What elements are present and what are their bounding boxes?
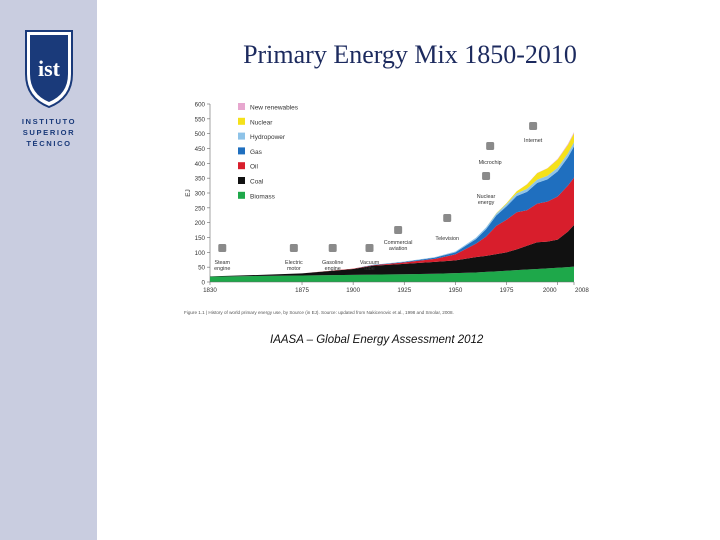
area-gas bbox=[210, 146, 574, 277]
y-tick-label: 500 bbox=[195, 131, 206, 138]
y-tick-label: 550 bbox=[195, 116, 206, 123]
www-icon bbox=[529, 122, 538, 130]
y-tick-label: 200 bbox=[195, 220, 206, 227]
legend-label: Gas bbox=[250, 149, 263, 156]
annotation-label: Electric bbox=[285, 260, 303, 266]
legend-swatch bbox=[238, 132, 245, 140]
y-tick-label: 50 bbox=[198, 265, 205, 272]
legend-label: Biomass bbox=[250, 193, 276, 200]
legend-swatch bbox=[238, 191, 245, 199]
legend-swatch bbox=[238, 162, 245, 170]
sidebar: ist INSTITUTO SUPERIOR TÉCNICO bbox=[0, 0, 97, 540]
electric-motor-icon bbox=[289, 244, 298, 252]
x-tick-label: 1950 bbox=[449, 287, 463, 294]
car-icon bbox=[328, 244, 337, 252]
annotation-label: tube bbox=[364, 266, 375, 272]
nuclear-plant-icon bbox=[482, 172, 491, 180]
annotation-label: engine bbox=[214, 266, 230, 272]
y-tick-label: 400 bbox=[195, 161, 206, 168]
microchip-icon bbox=[486, 142, 495, 150]
institution-logo: ist bbox=[25, 30, 73, 108]
x-tick-label: 1875 bbox=[295, 287, 309, 294]
legend-swatch bbox=[238, 117, 245, 125]
x-tick-label: 2000 bbox=[543, 287, 557, 294]
legend-swatch bbox=[238, 103, 245, 110]
energy-mix-chart: 0 50 100 150 200 250 300 350 400 450 500 550 600 EJ 18… bbox=[182, 96, 592, 318]
slide-title: Primary Energy Mix 1850-2010 bbox=[243, 40, 577, 69]
area-hydropower bbox=[210, 142, 574, 277]
y-tick-label: 350 bbox=[195, 176, 206, 183]
annotation-label: Commercial bbox=[384, 240, 413, 246]
legend-label: Oil bbox=[250, 164, 259, 171]
annotation-label: Television bbox=[435, 236, 459, 242]
y-tick-label: 600 bbox=[195, 102, 206, 109]
television-icon bbox=[443, 214, 452, 222]
y-tick-label: 150 bbox=[195, 235, 206, 242]
annotation-label: energy bbox=[478, 200, 495, 206]
institution-name-line-3: TÉCNICO bbox=[26, 139, 72, 148]
x-tick-label: 1975 bbox=[500, 287, 514, 294]
steam-engine-icon bbox=[218, 244, 227, 252]
vacuum-tube-icon bbox=[365, 244, 374, 252]
source-caption: IAASA – Global Energy Assessment 2012 bbox=[270, 334, 484, 346]
annotation-label: Vacuum bbox=[360, 260, 380, 266]
legend-label: Hydropower bbox=[250, 134, 286, 141]
annotation-label: engine bbox=[325, 266, 341, 272]
annotation-label: motor bbox=[287, 266, 301, 272]
airplane-icon bbox=[394, 226, 403, 234]
x-tick-label: 1925 bbox=[397, 287, 411, 294]
y-tick-label: 100 bbox=[195, 250, 206, 257]
institution-name-line-2: SUPERIOR bbox=[22, 128, 76, 137]
energy-mix-chart-svg: 0 50 100 150 200 250 300 350 400 450 500 550 600 EJ 18… bbox=[184, 102, 589, 316]
annotation-label: Internet bbox=[524, 138, 543, 144]
legend-swatch bbox=[238, 147, 245, 155]
y-tick-label: 250 bbox=[195, 205, 206, 212]
annotation-label: Microchip bbox=[479, 160, 502, 166]
annotation-label: Gasoline bbox=[322, 260, 343, 266]
annotation-label: aviation bbox=[389, 246, 408, 252]
y-axis-label: EJ bbox=[185, 189, 192, 197]
y-tick-label: 300 bbox=[195, 191, 206, 198]
area-biomass bbox=[210, 266, 574, 282]
x-tick-label: 1830 bbox=[203, 287, 217, 294]
logo-mark: ist bbox=[38, 56, 61, 81]
x-tick-label: 2008 bbox=[575, 287, 589, 294]
x-tick-label: 1900 bbox=[346, 287, 360, 294]
annotation-label: Steam bbox=[214, 260, 230, 266]
legend-label: Nuclear bbox=[250, 119, 273, 126]
y-tick-label: 450 bbox=[195, 146, 206, 153]
area-oil bbox=[210, 177, 574, 277]
legend-label: Coal bbox=[250, 179, 264, 186]
legend-swatch bbox=[238, 177, 245, 184]
y-tick-label: 0 bbox=[202, 280, 206, 287]
area-coal bbox=[210, 225, 574, 277]
figure-caption: Figure 1.1 | History of world primary en… bbox=[184, 310, 454, 315]
legend-label: New renewables bbox=[250, 105, 299, 112]
institution-name-line-1: INSTITUTO bbox=[21, 117, 77, 126]
annotation-label: Nuclear bbox=[477, 194, 496, 200]
